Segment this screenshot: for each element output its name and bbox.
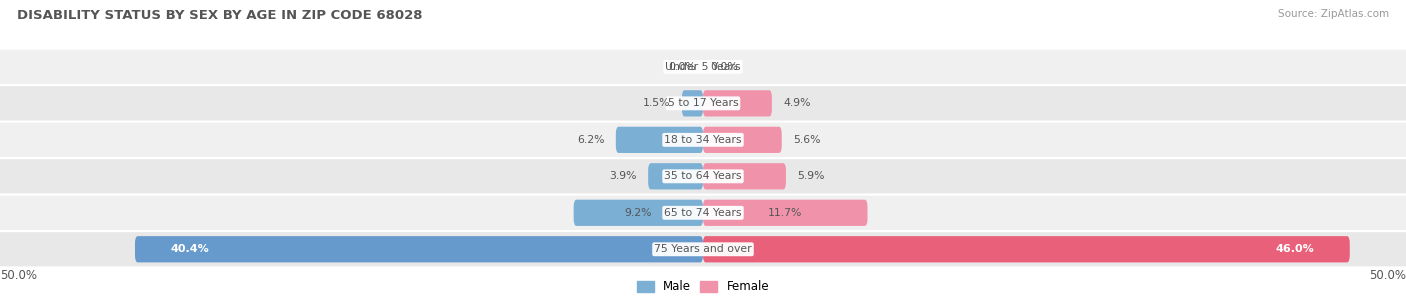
Text: 5.9%: 5.9%	[797, 171, 825, 181]
Text: 6.2%: 6.2%	[576, 135, 605, 145]
Text: 50.0%: 50.0%	[1369, 269, 1406, 282]
Text: 4.9%: 4.9%	[783, 98, 811, 108]
FancyBboxPatch shape	[703, 236, 1350, 262]
Text: 9.2%: 9.2%	[624, 208, 652, 218]
FancyBboxPatch shape	[0, 86, 1406, 120]
Text: 0.0%: 0.0%	[668, 62, 696, 72]
Text: Source: ZipAtlas.com: Source: ZipAtlas.com	[1278, 9, 1389, 19]
FancyBboxPatch shape	[703, 127, 782, 153]
Text: Under 5 Years: Under 5 Years	[665, 62, 741, 72]
Text: 40.4%: 40.4%	[170, 244, 209, 254]
Text: DISABILITY STATUS BY SEX BY AGE IN ZIP CODE 68028: DISABILITY STATUS BY SEX BY AGE IN ZIP C…	[17, 9, 422, 22]
FancyBboxPatch shape	[135, 236, 703, 262]
FancyBboxPatch shape	[703, 163, 786, 189]
Text: 0.0%: 0.0%	[710, 62, 738, 72]
Text: 75 Years and over: 75 Years and over	[654, 244, 752, 254]
FancyBboxPatch shape	[648, 163, 703, 189]
Text: 5 to 17 Years: 5 to 17 Years	[668, 98, 738, 108]
FancyBboxPatch shape	[0, 123, 1406, 157]
Text: 65 to 74 Years: 65 to 74 Years	[664, 208, 742, 218]
FancyBboxPatch shape	[703, 200, 868, 226]
Legend: Male, Female: Male, Female	[633, 276, 773, 298]
Text: 5.6%: 5.6%	[793, 135, 821, 145]
Text: 46.0%: 46.0%	[1275, 244, 1315, 254]
FancyBboxPatch shape	[0, 159, 1406, 193]
FancyBboxPatch shape	[574, 200, 703, 226]
FancyBboxPatch shape	[0, 232, 1406, 266]
Text: 50.0%: 50.0%	[0, 269, 37, 282]
Text: 1.5%: 1.5%	[643, 98, 671, 108]
Text: 35 to 64 Years: 35 to 64 Years	[664, 171, 742, 181]
FancyBboxPatch shape	[0, 196, 1406, 230]
FancyBboxPatch shape	[0, 50, 1406, 84]
FancyBboxPatch shape	[616, 127, 703, 153]
FancyBboxPatch shape	[703, 90, 772, 116]
FancyBboxPatch shape	[682, 90, 703, 116]
Text: 11.7%: 11.7%	[768, 208, 803, 218]
Text: 3.9%: 3.9%	[609, 171, 637, 181]
Text: 18 to 34 Years: 18 to 34 Years	[664, 135, 742, 145]
